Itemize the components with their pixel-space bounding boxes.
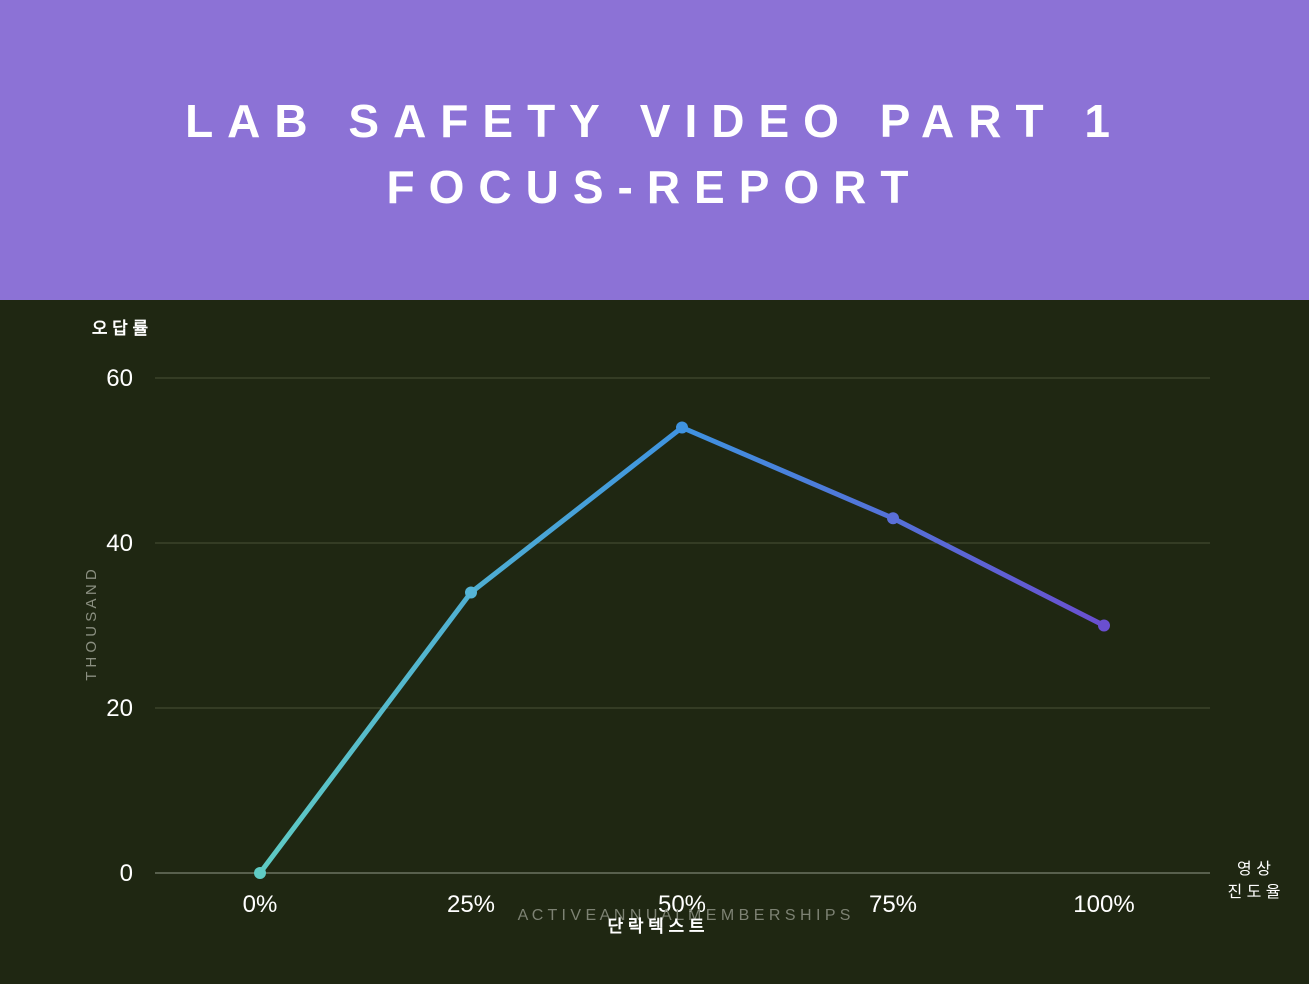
chart-title-line-2: FOCUS-REPORT (386, 161, 923, 213)
line-chart: 0 20 40 60 0% 25% 50% 75% 100% 오 답 률 T H O U S A… (83, 319, 1281, 936)
plot-area: 0 20 40 60 0% 25% 50% 75% 100% 오 답 률 T H O U S A… (0, 300, 1309, 979)
x-axis-side-label-line-2: 진 도 율 (1227, 883, 1280, 901)
x-tick-label: 25% (447, 891, 495, 918)
x-axis-side-label-line-1: 영 상 (1237, 860, 1271, 878)
y-axis-side-label: T H O U S A N D (83, 569, 100, 681)
header-banner: LAB SAFETY VIDEO PART 1 FOCUS-REPORT (0, 0, 1309, 300)
y-tick-label: 0 (120, 860, 133, 887)
chart-title: LAB SAFETY VIDEO PART 1 FOCUS-REPORT (0, 88, 1309, 220)
x-tick-label: 50% (658, 891, 706, 918)
y-axis-title: 오 답 률 (92, 319, 149, 338)
x-tick-label: 100% (1073, 891, 1134, 918)
data-point (887, 512, 899, 525)
data-point (254, 867, 266, 879)
chart-title-line-1: LAB SAFETY VIDEO PART 1 (185, 95, 1124, 147)
y-tick-label: 20 (106, 695, 133, 722)
data-point (465, 586, 477, 599)
x-tick-label: 75% (869, 891, 917, 918)
x-axis-title: 단 락 텍 스 트 (607, 917, 704, 936)
y-tick-label: 60 (106, 365, 133, 392)
x-axis-watermark: A C T I V E A N N U A L M E M B E R S H … (518, 907, 851, 924)
data-point (1098, 619, 1110, 632)
y-tick-label: 40 (106, 530, 133, 557)
series-line (257, 425, 1107, 876)
x-tick-label: 0% (243, 891, 278, 918)
data-point (676, 421, 688, 434)
